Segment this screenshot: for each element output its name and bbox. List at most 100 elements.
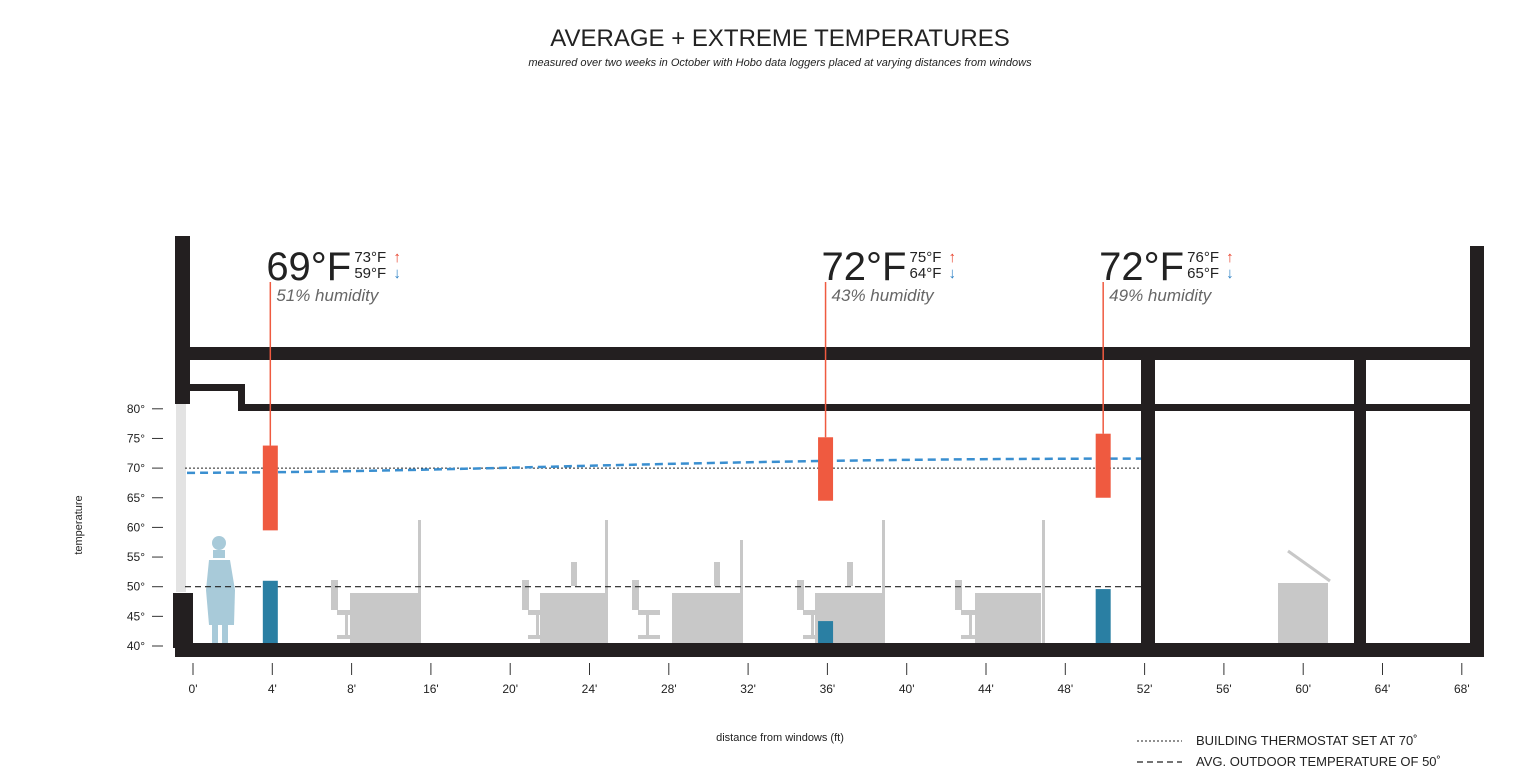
desk	[350, 593, 418, 643]
column-1	[1141, 347, 1155, 656]
legend-outdoor-label: AVG. OUTDOOR TEMPERATURE OF 50˚	[1196, 754, 1441, 769]
y-tick-label: 50°	[127, 580, 145, 594]
chair-base	[961, 635, 983, 639]
x-tick-label: 28'	[661, 682, 677, 696]
chair-back	[797, 580, 804, 610]
low-arrow-icon: ↓	[949, 265, 957, 282]
chair-seat	[528, 610, 550, 615]
chart-title: AVERAGE + EXTREME TEMPERATURES	[550, 25, 1009, 52]
legend-thermostat-label: BUILDING THERMOSTAT SET AT 70˚	[1196, 733, 1418, 748]
x-tick-label: 44'	[978, 682, 994, 696]
indoor-average-trend	[186, 457, 1142, 475]
humidity-bar	[818, 621, 834, 643]
desk	[975, 593, 1041, 643]
desk	[540, 593, 608, 643]
average-temp-label: 69°F	[266, 245, 351, 289]
column-2	[1354, 347, 1366, 656]
chair-post	[646, 615, 649, 635]
temperature-range-bar	[1095, 433, 1111, 498]
y-tick-label: 75°	[127, 431, 145, 445]
partition	[740, 540, 743, 643]
floor-slab	[175, 643, 1484, 657]
humidity-label: 49% humidity	[1109, 286, 1213, 305]
y-axis-label: temperature	[73, 495, 85, 554]
humidity-bar	[1095, 589, 1111, 643]
monitor	[714, 562, 720, 586]
chair-seat	[961, 610, 983, 615]
partition	[418, 520, 421, 643]
high-temp-label: 76°F	[1187, 249, 1219, 266]
y-tick-label: 70°	[127, 461, 145, 475]
x-tick-label: 68'	[1454, 682, 1470, 696]
occupant-silhouette	[206, 536, 235, 643]
high-arrow-icon: ↑	[393, 249, 401, 266]
x-tick-label: 36'	[820, 682, 836, 696]
humidity-bar	[262, 580, 278, 643]
partition	[882, 520, 885, 643]
humidity-label: 43% humidity	[832, 286, 936, 305]
humidity-label: 51% humidity	[276, 286, 380, 305]
partition	[1042, 520, 1045, 643]
copier	[1278, 583, 1328, 643]
low-temp-label: 65°F	[1187, 265, 1219, 282]
x-tick-label: 16'	[423, 682, 439, 696]
x-tick-label: 8'	[347, 682, 356, 696]
chair-back	[331, 580, 338, 610]
high-arrow-icon: ↑	[949, 249, 957, 266]
chair-seat	[337, 610, 359, 615]
x-tick-label: 32'	[740, 682, 756, 696]
x-tick-label: 4'	[268, 682, 277, 696]
ceiling-drop	[238, 404, 1484, 411]
copier-lid	[1287, 549, 1331, 583]
low-temp-label: 59°F	[354, 265, 386, 282]
low-arrow-icon: ↓	[1226, 265, 1234, 282]
window-glass	[176, 404, 186, 592]
y-tick-label: 60°	[127, 520, 145, 534]
ceiling-slab	[175, 347, 1484, 360]
monitor	[847, 562, 853, 586]
average-temp-label: 72°F	[822, 245, 907, 289]
chair-seat	[638, 610, 660, 615]
average-temp-label: 72°F	[1099, 245, 1184, 289]
x-tick-label: 56'	[1216, 682, 1232, 696]
x-tick-label: 48'	[1057, 682, 1073, 696]
x-tick-label: 52'	[1137, 682, 1153, 696]
chair-post	[969, 615, 972, 635]
chair-base	[803, 635, 825, 639]
chair-post	[345, 615, 348, 635]
high-temp-label: 75°F	[910, 249, 942, 266]
right-wall	[1470, 246, 1484, 656]
chart-subtitle: measured over two weeks in October with …	[528, 57, 1032, 69]
high-temp-label: 73°F	[354, 249, 386, 266]
temperature-range-bar	[818, 437, 834, 501]
chair-seat	[803, 610, 825, 615]
ceiling-soffit-left	[190, 384, 245, 391]
x-tick-label: 64'	[1375, 682, 1391, 696]
x-tick-label: 0'	[189, 682, 198, 696]
x-axis-label: distance from windows (ft)	[716, 732, 844, 744]
y-axis: 40° 45° 50° 55° 60° 65° 70° 75° 80°	[127, 402, 163, 653]
chair-base	[337, 635, 359, 639]
window-sill	[173, 593, 193, 648]
chair-base	[638, 635, 660, 639]
high-arrow-icon: ↑	[1226, 249, 1234, 266]
y-tick-label: 40°	[127, 639, 145, 653]
chair-back	[522, 580, 529, 610]
low-arrow-icon: ↓	[393, 265, 401, 282]
office-furniture	[331, 520, 1331, 643]
x-tick-label: 24'	[582, 682, 598, 696]
y-tick-label: 45°	[127, 609, 145, 623]
desk	[672, 593, 740, 643]
low-temp-label: 64°F	[910, 265, 942, 282]
chair-post	[811, 615, 814, 635]
x-tick-label: 40'	[899, 682, 915, 696]
y-tick-label: 55°	[127, 550, 145, 564]
ceiling-soffit-step	[238, 384, 245, 411]
monitor	[571, 562, 577, 586]
chair-post	[536, 615, 539, 635]
chair-base	[528, 635, 550, 639]
x-tick-label: 20'	[502, 682, 518, 696]
partition	[605, 520, 608, 643]
